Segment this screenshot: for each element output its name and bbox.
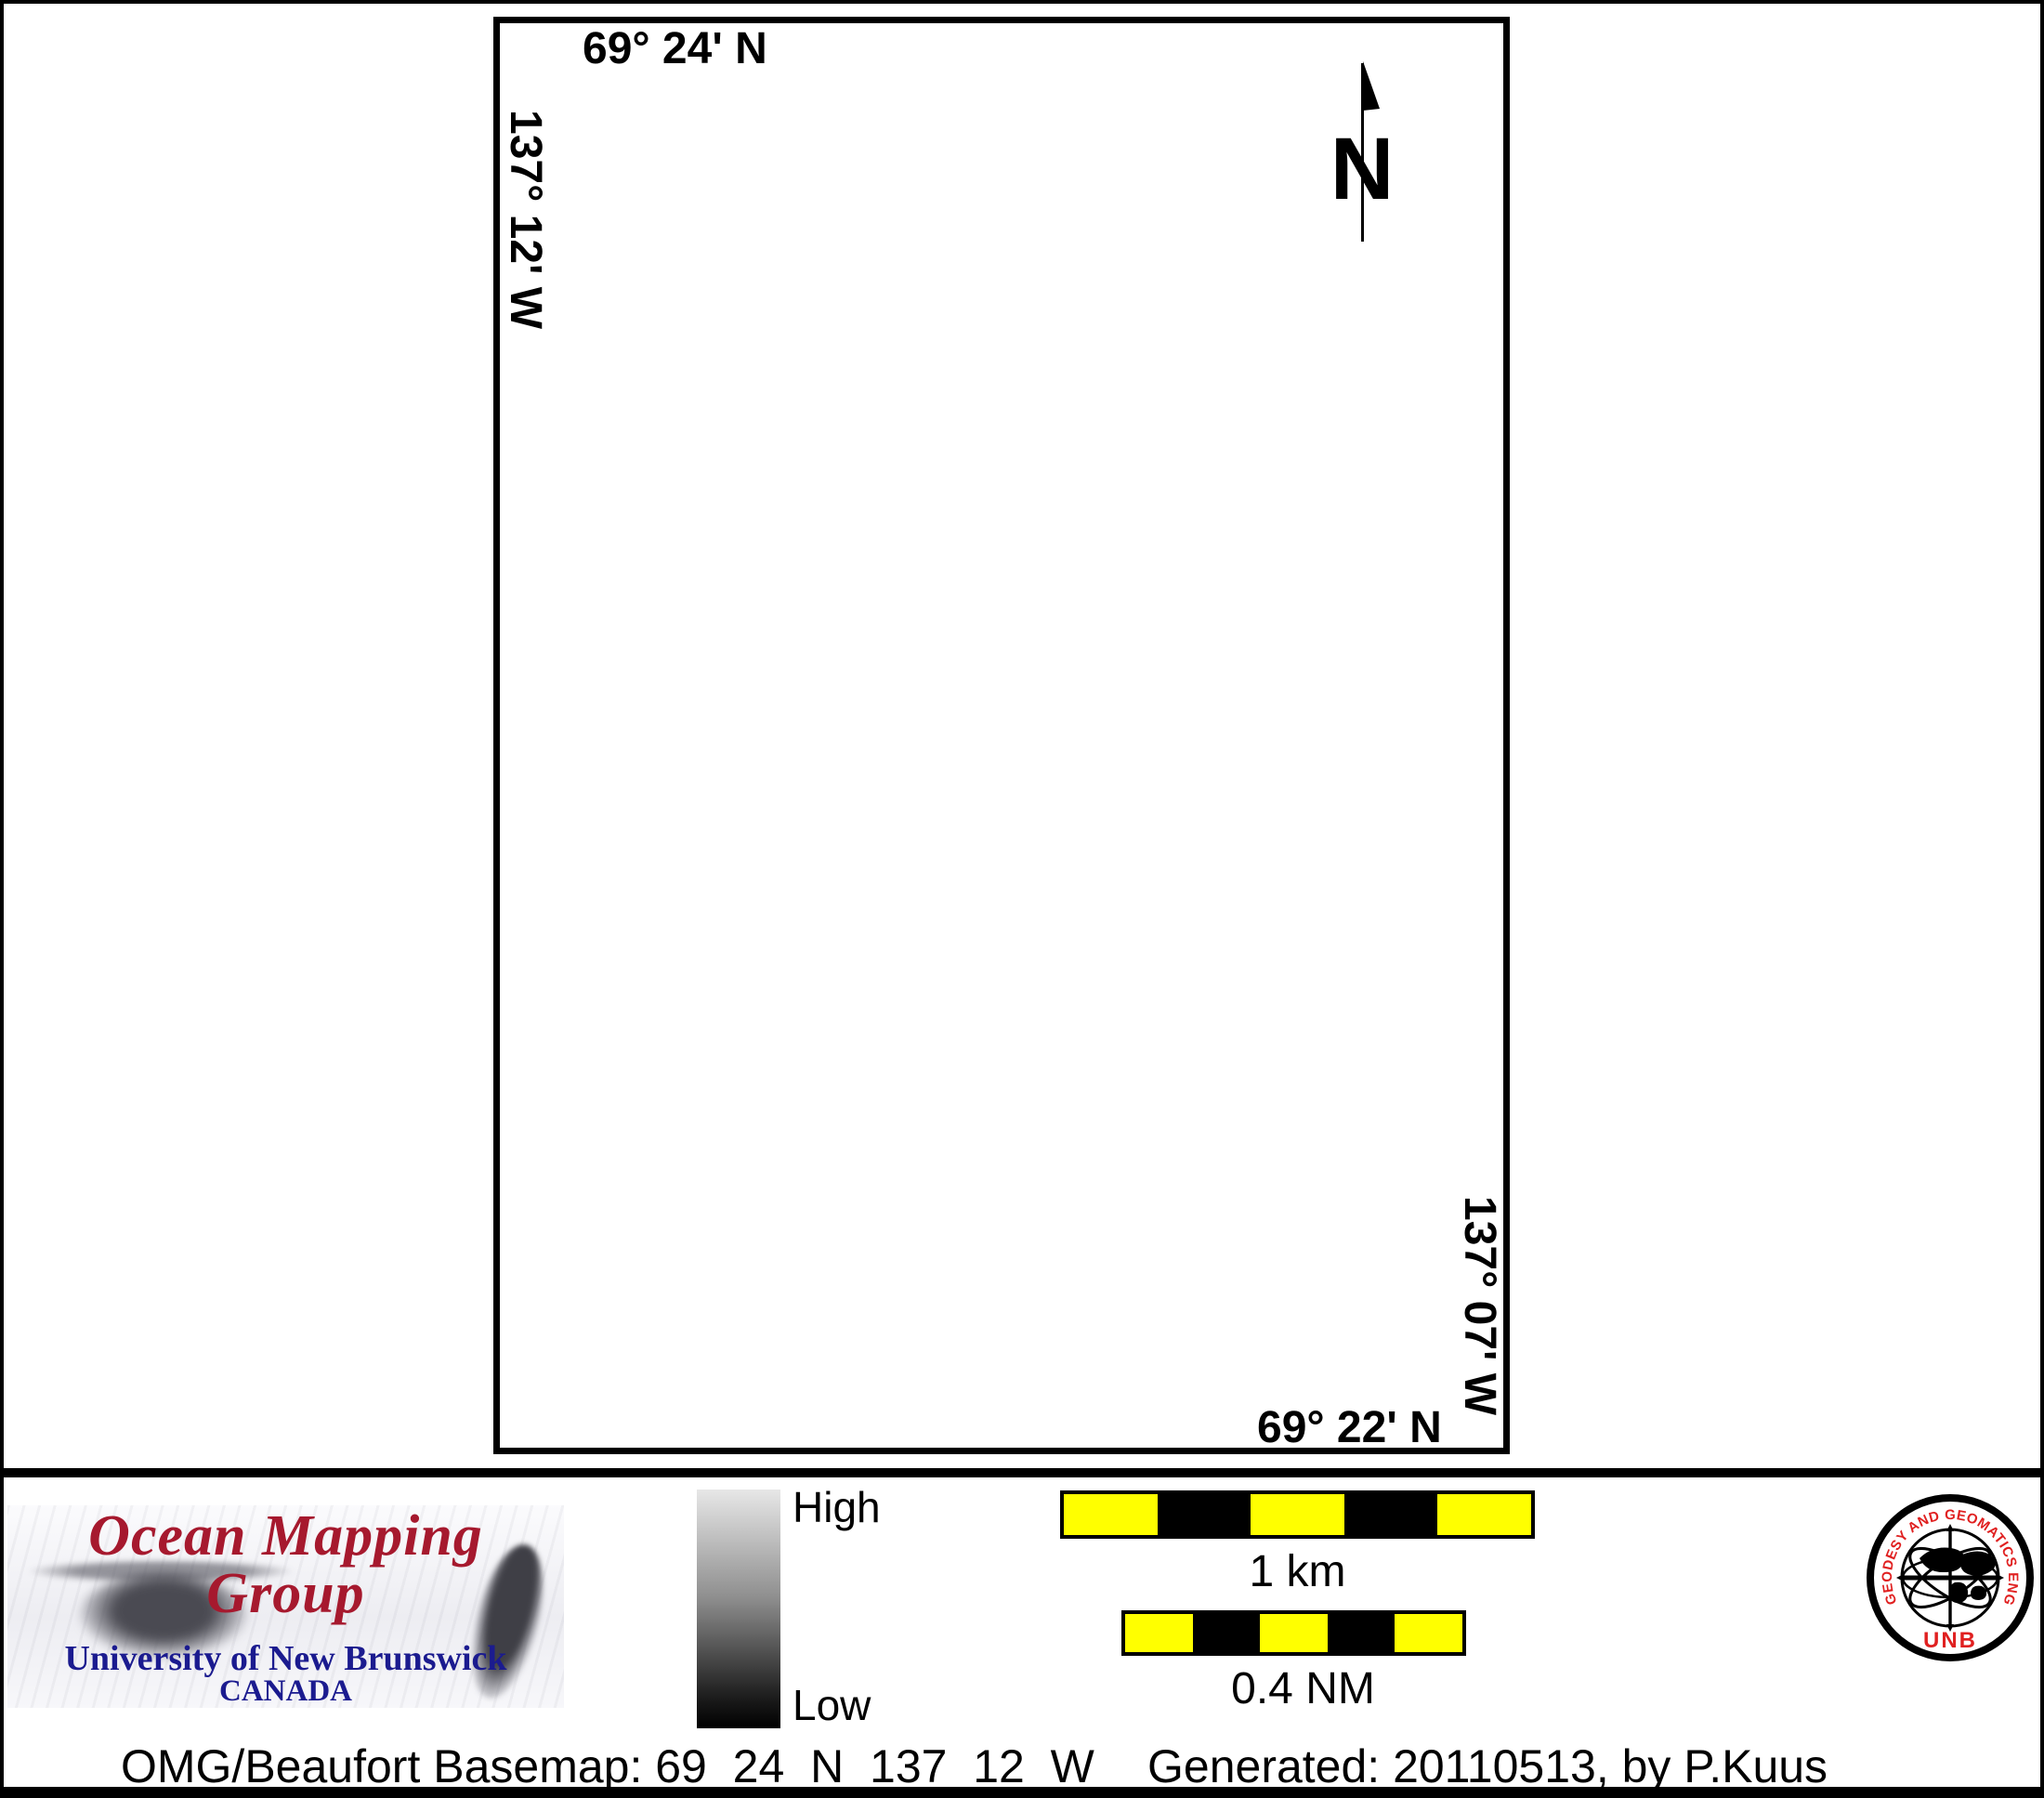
page-border-top [0, 0, 2044, 4]
scalebar-segment [1327, 1614, 1395, 1652]
scalebar-segment [1437, 1494, 1531, 1535]
scalebar-kilometers [1060, 1490, 1535, 1539]
scalebar-segment [1157, 1494, 1251, 1535]
scalebar-nm-label: 0.4 NM [1231, 1664, 1375, 1713]
logo-title: Ocean Mapping Group [88, 1505, 483, 1625]
scalebar-km-label: 1 km [1249, 1547, 1346, 1596]
scalebar-segment [1251, 1494, 1344, 1535]
right-longitude-label: 137° 07' W [1455, 1196, 1504, 1416]
logo-country: CANADA [219, 1674, 352, 1708]
seal-unb-text: UNB [1923, 1628, 1977, 1653]
scalebar-nautical-miles [1121, 1610, 1466, 1656]
page-border-right [2040, 0, 2044, 1798]
colorbar-high-label: High [793, 1483, 881, 1531]
logo-university-name: University of New Brunswick [64, 1639, 507, 1678]
scalebar-segment [1395, 1614, 1462, 1652]
north-arrow-flag-icon [1363, 61, 1380, 111]
panel-separator-bar [0, 1468, 2044, 1477]
scalebar-segment [1064, 1494, 1158, 1535]
north-arrow-letter: N [1330, 120, 1395, 218]
basemap-caption: OMG/Beaufort Basemap: 69_24_N_137_12_W [121, 1740, 1094, 1792]
top-latitude-label: 69° 24' N [583, 24, 767, 73]
seal-globe-continents [1920, 1547, 1996, 1604]
scalebar-segment [1260, 1614, 1328, 1652]
scalebar-segment [1125, 1614, 1193, 1652]
left-longitude-label: 137° 12' W [501, 110, 550, 330]
scalebar-segment [1192, 1614, 1261, 1652]
map-frame: 69° 24' N 137° 12' W 137° 07' W 69° 22' … [493, 17, 1510, 1454]
north-arrow-shaft [1361, 63, 1364, 242]
page-border-bottom [0, 1787, 2044, 1798]
unb-geodesy-seal: GEODESY AND GEOMATICS ENGINEERING UNB [1866, 1493, 2034, 1661]
scalebar-segment [1343, 1494, 1438, 1535]
ocean-mapping-group-logo: Ocean Mapping Group University of New Br… [7, 1505, 564, 1708]
page-border-left [0, 0, 4, 1798]
logo-helicopter-art [80, 1572, 247, 1658]
depth-gradient-colorbar [697, 1490, 780, 1728]
colorbar-low-label: Low [793, 1681, 871, 1729]
generated-caption: Generated: 20110513, by P.Kuus [1147, 1740, 1828, 1792]
bottom-latitude-label: 69° 22' N [1257, 1403, 1442, 1452]
